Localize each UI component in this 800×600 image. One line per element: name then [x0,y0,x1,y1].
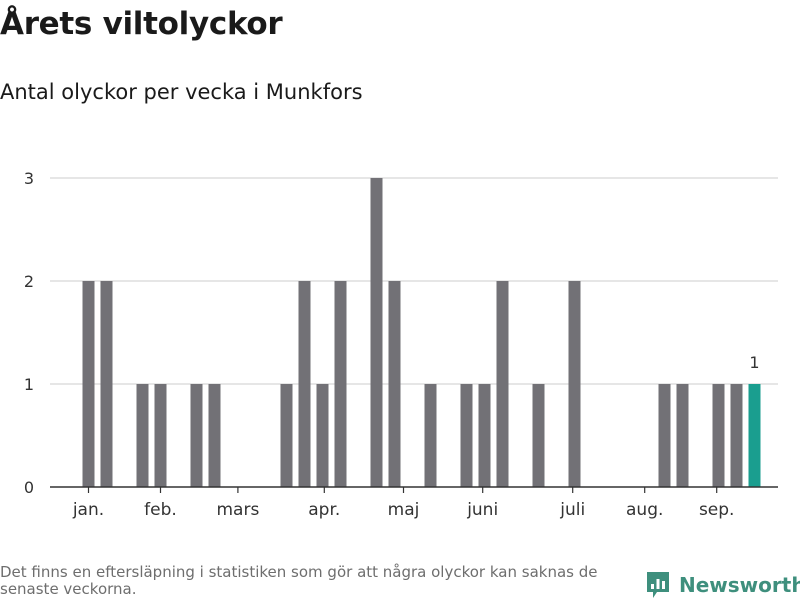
data-label: 1 [749,353,759,372]
y-tick-label: 1 [24,375,34,394]
x-tick-label: sep. [699,500,735,520]
x-tick-label: apr. [308,500,340,520]
chart-subtitle: Antal olyckor per vecka i Munkfors [0,80,363,104]
bar-highlight [748,384,761,487]
x-tick-label: feb. [144,500,177,520]
bar [424,384,437,487]
bar [190,384,203,487]
bar [82,281,95,487]
newsworthy-brand: Newsworthy [645,570,800,600]
bar [100,281,113,487]
x-tick-label: jan. [72,500,104,520]
bar [532,384,545,487]
bar-chart: 0 1 2 3 1 jan. feb. mars apr. maj juni juli aug. sep. [24,169,778,520]
newsworthy-logo-icon [647,572,669,598]
bar [658,384,671,487]
bar [154,384,167,487]
chart-title: Årets viltolyckor [0,6,283,42]
bar [370,178,383,487]
bar [316,384,329,487]
bar [334,281,347,487]
bar [712,384,725,487]
bar [730,384,743,487]
bar [388,281,401,487]
y-tick-label: 0 [24,478,34,497]
bar [478,384,491,487]
bar [298,281,311,487]
x-tick-label: aug. [626,500,663,520]
y-tick-label: 2 [24,272,34,291]
bar [496,281,509,487]
bar [208,384,221,487]
footnote: Det finns en eftersläpning i statistiken… [0,563,598,598]
x-tick-label: maj [388,500,420,520]
bar [460,384,473,487]
x-tick-label: juni [466,500,498,520]
bar [280,384,293,487]
bar [568,281,581,487]
bar [136,384,149,487]
bar [676,384,689,487]
y-tick-label: 3 [24,169,34,188]
x-tick-label: juli [559,500,585,520]
x-tick-label: mars [216,500,259,520]
brand-name: Newsworthy [679,573,800,597]
